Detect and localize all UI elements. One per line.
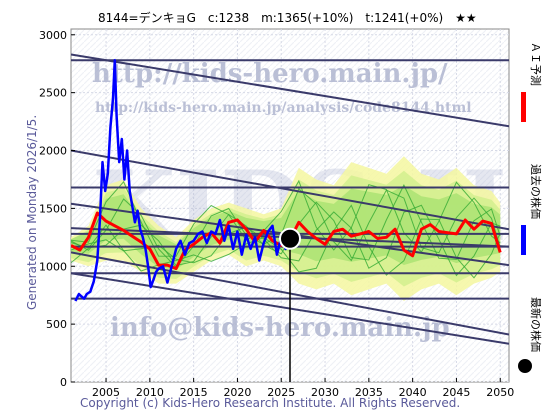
forecast-band-line xyxy=(71,187,501,268)
x-tick-label: 2005 xyxy=(92,386,120,399)
legend-latest-price-label: 最新の株価 xyxy=(529,297,543,352)
current-price-layer xyxy=(279,227,301,382)
y-axis: 0 500 1000 1500 2000 2500 3000 xyxy=(39,29,75,389)
y-tick-label: 3000 xyxy=(39,29,67,42)
generated-date-note: Generated on Monday 2026/1/5. xyxy=(25,115,39,310)
series-past-price xyxy=(74,58,292,302)
forecast-band-line xyxy=(71,179,501,257)
copyright-text: Copyright (c) Kids-Hero Research Institu… xyxy=(80,396,460,410)
legend-past-price-swatch xyxy=(521,225,526,255)
current-price-marker xyxy=(279,227,301,250)
watermark-analysis-url: http://kids-hero.main.jp/analysis/code81… xyxy=(95,100,472,116)
trend-line xyxy=(71,149,509,231)
watermark-url: http://kids-hero.main.jp/ xyxy=(92,59,448,89)
x-tick-label: 2020 xyxy=(223,386,251,399)
y-tick-label: 0 xyxy=(60,376,67,389)
chart-title: 8144=デンキョG c:1238 m:1365(+10%) t:1241(+0… xyxy=(98,10,477,25)
x-tick-label: 2050 xyxy=(486,386,514,399)
y-tick-label: 500 xyxy=(46,318,67,331)
x-axis: 2005 2010 2015 2020 2025 2030 2035 2040 2045 2050 xyxy=(92,378,514,399)
x-tick-label: 2015 xyxy=(180,386,208,399)
x-tick-label: 2025 xyxy=(267,386,295,399)
x-tick-label: 2010 xyxy=(136,386,164,399)
y-tick-label: 1500 xyxy=(39,202,67,215)
legend-ai-forecast-swatch xyxy=(521,92,526,122)
legend-latest-price-marker xyxy=(518,359,532,373)
legend: ＡＩ予測 過去の株価 最新の株価 xyxy=(518,42,543,373)
x-tick-label: 2035 xyxy=(355,386,383,399)
watermark-email: info@kids-hero.main.jp xyxy=(110,313,450,343)
x-tick-label: 2045 xyxy=(442,386,470,399)
legend-past-price-label: 過去の株価 xyxy=(529,164,543,219)
y-tick-label: 2500 xyxy=(39,87,67,100)
y-tick-label: 1000 xyxy=(39,260,67,273)
legend-ai-forecast-label: ＡＩ予測 xyxy=(529,42,543,86)
x-tick-label: 2040 xyxy=(399,386,427,399)
x-tick-label: 2030 xyxy=(311,386,339,399)
trend-line xyxy=(71,53,509,128)
y-tick-label: 2000 xyxy=(39,145,67,158)
